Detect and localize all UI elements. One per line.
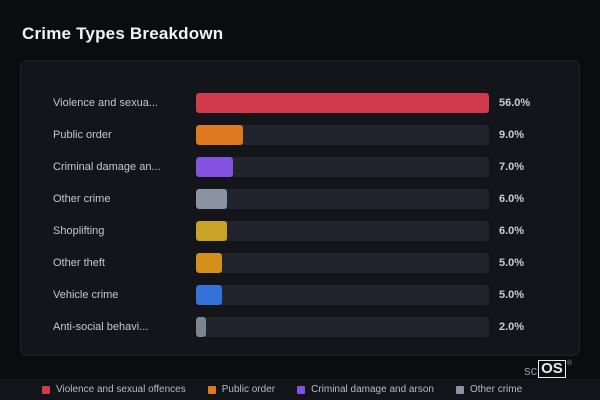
bar[interactable] <box>196 253 223 273</box>
legend-item[interactable]: Violence and sexual offences <box>42 384 186 395</box>
legend-swatch <box>207 385 216 394</box>
bar-track <box>196 253 489 273</box>
value-label: 5.0% <box>499 289 525 301</box>
legend-item[interactable]: Criminal damage and arson <box>297 384 434 395</box>
legend-swatch <box>297 385 306 394</box>
legend-label: Criminal damage and arson <box>311 384 434 395</box>
chart-row: Public order 9.0% <box>53 119 545 151</box>
value-label: 9.0% <box>499 129 525 141</box>
chart-row: Violence and sexua... 56.0% <box>53 87 545 119</box>
legend-item[interactable]: Other crime <box>455 384 523 395</box>
bar[interactable] <box>196 157 233 177</box>
bar-track <box>196 93 489 113</box>
legend-label: Public order <box>221 384 276 395</box>
value-label: 7.0% <box>499 161 525 173</box>
chart-row: Shoplifting 6.0% <box>53 215 545 247</box>
value-label: 6.0% <box>499 225 525 237</box>
chart-row: Criminal damage an... 7.0% <box>53 151 545 183</box>
legend-swatch <box>455 385 464 394</box>
bar[interactable] <box>196 221 228 241</box>
chart-row: Vehicle crime 5.0% <box>53 279 545 311</box>
value-label: 6.0% <box>499 193 525 205</box>
bar[interactable] <box>196 93 489 113</box>
page-title: Crime Types Breakdown <box>22 24 224 43</box>
bar[interactable] <box>196 189 228 209</box>
category-label: Public order <box>53 129 112 141</box>
bar-track <box>196 189 489 209</box>
registered-mark: ® <box>566 359 572 367</box>
brand-text-boxed: OS <box>538 359 566 378</box>
value-label: 2.0% <box>499 321 525 333</box>
legend-swatch <box>42 385 50 394</box>
bar[interactable] <box>196 125 244 145</box>
bar-track <box>196 285 489 305</box>
bar-chart: Violence and sexua... 56.0% Public order… <box>53 87 545 343</box>
bar-track <box>196 157 489 177</box>
brand-logo: sc OS ® <box>524 359 572 378</box>
value-label: 5.0% <box>499 257 525 269</box>
legend-label: Other crime <box>469 384 523 395</box>
chart-card: Violence and sexua... 56.0% Public order… <box>20 60 580 356</box>
bar[interactable] <box>196 285 223 305</box>
category-label: Vehicle crime <box>53 289 119 301</box>
chart-row: Other crime 6.0% <box>53 183 545 215</box>
category-label: Other theft <box>53 257 105 269</box>
value-label: 56.0% <box>499 97 531 109</box>
chart-row: Other theft 5.0% <box>53 247 545 279</box>
bar-track <box>196 125 489 145</box>
category-label: Violence and sexua... <box>53 97 158 109</box>
category-label: Other crime <box>53 193 111 205</box>
chart-row: Anti-social behavi... 2.0% <box>53 311 545 343</box>
category-label: Anti-social behavi... <box>53 321 149 333</box>
bar-track <box>196 221 489 241</box>
category-label: Shoplifting <box>53 225 105 237</box>
chart-legend: Violence and sexual offences Public orde… <box>0 379 600 400</box>
bar[interactable] <box>196 317 207 337</box>
legend-label: Violence and sexual offences <box>56 384 186 395</box>
category-label: Criminal damage an... <box>53 161 161 173</box>
brand-text-light: sc <box>524 363 538 378</box>
bar-track <box>196 317 489 337</box>
legend-item[interactable]: Public order <box>207 384 276 395</box>
